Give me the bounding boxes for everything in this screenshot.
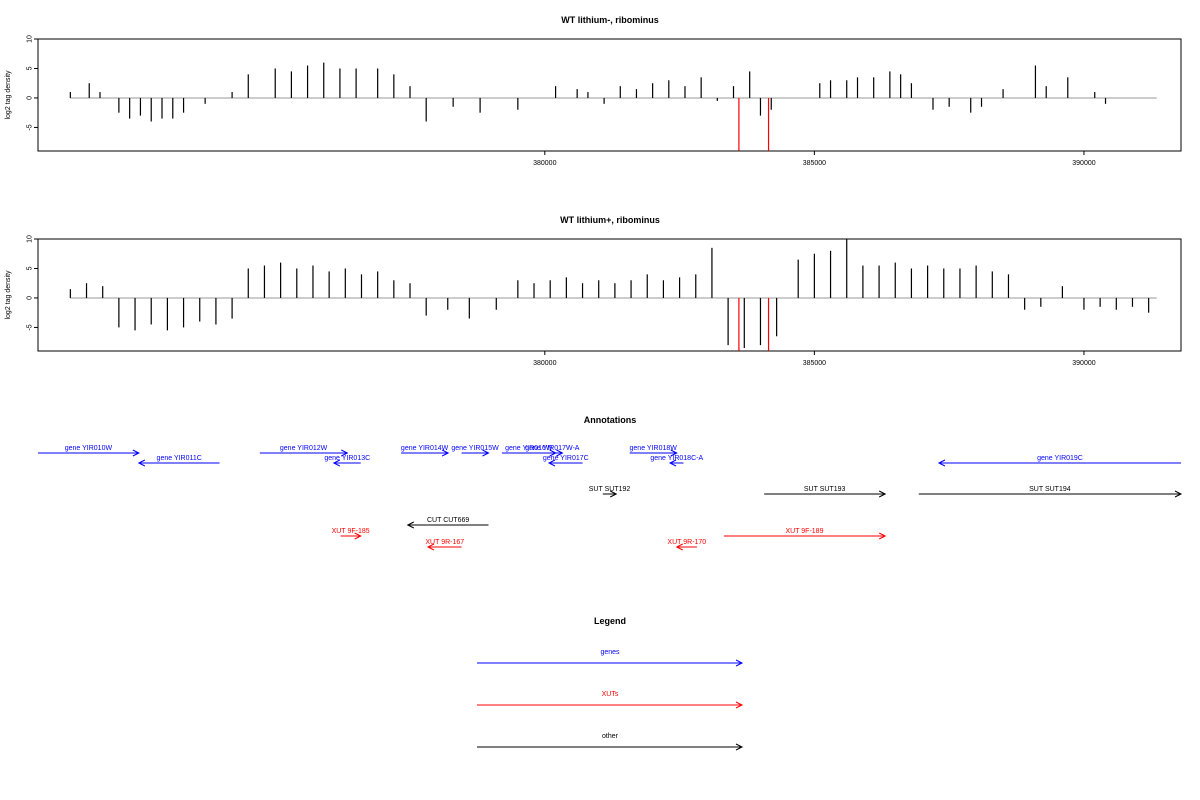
- panel-lithium-minus: WT lithium-, ribominus log2 tag density …: [5, 15, 1182, 167]
- annotation-label: XUT 9F-185: [332, 528, 370, 535]
- annotation-arrowhead: [132, 449, 140, 457]
- x-tick-label: 380000: [533, 160, 556, 167]
- annotation-feature: gene YIR019C: [937, 455, 1181, 467]
- legend-arrowhead: [735, 659, 744, 667]
- annotation-arrowhead: [937, 459, 946, 467]
- annotation-label: gene YIR013C: [324, 455, 370, 462]
- annotation-arrowhead: [137, 459, 146, 467]
- annotation-feature: gene YIR018C-A: [650, 455, 703, 467]
- panel-1-y-axis-label: log2 tag density: [5, 70, 12, 120]
- annotation-arrowhead: [354, 532, 362, 540]
- annotation-feature: XUT 9R-170: [667, 539, 706, 551]
- annotation-feature: gene YIR018W: [630, 445, 678, 457]
- x-tick-label: 380000: [533, 360, 556, 367]
- y-tick-label: 5: [27, 66, 34, 70]
- x-tick-label: 385000: [803, 160, 826, 167]
- y-tick-label: 0: [27, 96, 34, 100]
- annotation-label: SUT SUT194: [1029, 486, 1071, 493]
- annotation-feature: gene YIR017W-A: [525, 445, 580, 457]
- annotation-label: XUT 9R-167: [425, 539, 464, 546]
- annotation-label: gene YIR018W: [630, 445, 678, 452]
- legend-title: Legend: [594, 616, 626, 626]
- annotation-arrowhead: [426, 543, 435, 551]
- annotation-label: gene YIR017C: [543, 455, 589, 462]
- y-tick-label: 5: [27, 266, 34, 270]
- y-tick-label: -5: [27, 124, 34, 130]
- annotation-feature: XUT 9F-189: [723, 528, 887, 540]
- legend-arrowhead: [735, 743, 744, 751]
- annotations-title: Annotations: [584, 415, 637, 425]
- annotation-feature: gene YIR011C: [137, 455, 220, 467]
- annotation-arrowhead: [668, 459, 677, 467]
- y-tick-label: 0: [27, 296, 34, 300]
- annotation-arrowhead: [482, 449, 490, 457]
- annotation-label: CUT CUT669: [427, 517, 469, 524]
- plot-frame: [37, 38, 1182, 152]
- annotation-label: gene YIR014W: [401, 445, 449, 452]
- annotation-arrowhead: [675, 543, 683, 551]
- annotations-track: Annotations gene YIR010W gene YIR011C gene…: [38, 415, 1183, 551]
- annotation-label: gene YIR017W-A: [525, 445, 580, 452]
- y-tick-label: 10: [27, 235, 34, 243]
- annotation-arrowhead: [670, 449, 678, 457]
- annotation-feature: XUT 9F-185: [332, 528, 370, 540]
- annotation-label: gene YIR015W: [451, 445, 499, 452]
- annotation-arrowhead: [406, 521, 415, 529]
- annotation-label: gene YIR010W: [65, 445, 113, 452]
- annotation-arrowhead: [556, 449, 564, 457]
- legend-arrowhead: [735, 701, 744, 709]
- annotation-arrowhead: [332, 459, 341, 467]
- annotation-label: XUT 9R-170: [667, 539, 706, 546]
- x-tick-label: 390000: [1072, 160, 1095, 167]
- legend-label: genes: [600, 649, 620, 656]
- panel-lithium-plus: WT lithium+, ribominus log2 tag density …: [5, 215, 1182, 367]
- annotation-label: SUT SUT193: [804, 486, 846, 493]
- annotation-feature: gene YIR012W: [259, 445, 349, 457]
- annotation-arrowhead: [441, 449, 450, 457]
- annotation-feature: gene YIR015W: [451, 445, 499, 457]
- annotation-label: gene YIR011C: [157, 455, 202, 462]
- annotation-feature: gene YIR017C: [543, 455, 589, 467]
- panel-2-y-axis-label: log2 tag density: [5, 270, 12, 320]
- y-tick-label: -5: [27, 324, 34, 330]
- plot-frame: [37, 238, 1182, 352]
- y-tick-label: 10: [27, 35, 34, 43]
- panel-2-title: WT lithium+, ribominus: [560, 215, 660, 225]
- annotation-label: gene YIR016W: [505, 445, 553, 452]
- annotation-arrowhead: [341, 449, 349, 457]
- annotation-label: SUT SUT192: [589, 486, 631, 493]
- annotation-feature: SUT SUT194: [918, 486, 1183, 498]
- annotation-feature: gene YIR013C: [324, 455, 370, 467]
- annotation-arrowhead: [878, 532, 887, 540]
- annotation-feature: SUT SUT193: [764, 486, 887, 498]
- annotation-arrowhead: [1174, 490, 1183, 498]
- annotation-arrowhead: [609, 490, 618, 498]
- legend-label: other: [602, 733, 619, 740]
- annotation-arrowhead: [878, 490, 887, 498]
- annotation-feature: SUT SUT192: [589, 486, 631, 498]
- annotation-label: XUT 9F-189: [785, 528, 823, 535]
- x-tick-label: 390000: [1072, 360, 1095, 367]
- legend: Legend genes XUTs other: [477, 616, 744, 751]
- annotation-feature: XUT 9R-167: [425, 539, 464, 551]
- annotation-feature: gene YIR010W: [38, 445, 140, 457]
- annotation-label: gene YIR019C: [1037, 455, 1083, 462]
- x-tick-label: 385000: [803, 360, 826, 367]
- annotation-label: gene YIR018C-A: [650, 455, 703, 462]
- annotation-feature: gene YIR014W: [401, 445, 450, 457]
- annotation-feature: CUT CUT669: [406, 517, 489, 529]
- annotation-arrowhead: [547, 459, 556, 467]
- legend-label: XUTs: [602, 691, 619, 698]
- annotation-label: gene YIR012W: [280, 445, 328, 452]
- panel-1-title: WT lithium-, ribominus: [561, 15, 659, 25]
